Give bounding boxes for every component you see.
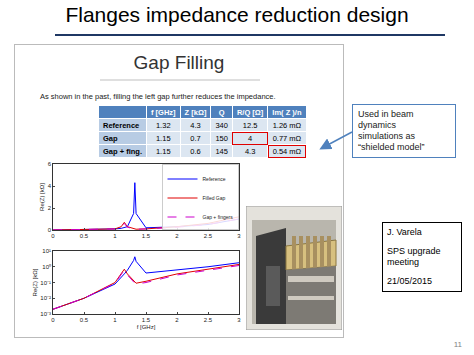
html-text:0.7: 0.7: [190, 133, 201, 143]
svg-text:0.5: 0.5: [80, 317, 89, 323]
html-text:Im( Z )/n: Im( Z )/n: [272, 107, 302, 117]
svg-text:1: 1: [113, 317, 117, 323]
html-text:150: 150: [215, 133, 228, 143]
svg-text:6: 6: [48, 161, 52, 167]
svg-text:1.5: 1.5: [142, 233, 151, 239]
svg-text:Filled Gap: Filled Gap: [203, 195, 226, 201]
svg-text:2: 2: [175, 233, 179, 239]
html-text:simulations as: simulations as: [358, 131, 415, 141]
html-text:As shown in the past, filling: As shown in the past, filling the left g…: [40, 92, 276, 101]
html-text:1.32: 1.32: [156, 120, 171, 130]
html-text:4.3: 4.3: [190, 120, 201, 130]
html-text:12.5: 12.5: [242, 120, 258, 130]
svg-text:Re(Z) [kΩ]: Re(Z) [kΩ]: [32, 268, 38, 296]
svg-text:4: 4: [48, 183, 52, 189]
html-text:dynamics: dynamics: [358, 120, 396, 130]
svg-text:1.5: 1.5: [142, 317, 151, 323]
svg-text:10⁻³: 10⁻³: [40, 311, 51, 317]
svg-text:10⁻²: 10⁻²: [40, 295, 51, 301]
svg-text:0: 0: [51, 317, 55, 323]
svg-text:Gap + fingers: Gap + fingers: [203, 214, 234, 220]
html-text:Gap Filling: Gap Filling: [133, 52, 225, 73]
svg-text:0: 0: [51, 233, 55, 239]
svg-text:2.5: 2.5: [204, 317, 213, 323]
html-text:R/Q [Ω]: R/Q [Ω]: [236, 107, 264, 117]
svg-text:Re(Z) [kΩ]: Re(Z) [kΩ]: [39, 183, 45, 211]
html-text:0.54 mΩ: 0.54 mΩ: [272, 146, 302, 156]
html-text:SPS upgrade meeting: SPS upgrade meeting: [387, 246, 441, 267]
html-text:“shielded model”: “shielded model”: [358, 142, 425, 152]
svg-text:3: 3: [237, 233, 241, 239]
svg-text:10¹: 10¹: [42, 248, 51, 254]
html-text:Gap + fing.: Gap + fing.: [103, 146, 142, 156]
svg-text:3: 3: [237, 317, 241, 323]
html-text:Reference: Reference: [103, 120, 140, 130]
html-text:0.77 mΩ: 0.77 mΩ: [272, 133, 302, 143]
html-text:21/05/2015: 21/05/2015: [387, 276, 432, 286]
html-text:J. Varela: J. Varela: [387, 227, 422, 237]
svg-text:f [GHz]: f [GHz]: [137, 324, 156, 330]
svg-text:0: 0: [48, 227, 52, 233]
html-text:Z [kΩ]: Z [kΩ]: [184, 107, 207, 117]
svg-text:2: 2: [48, 205, 52, 211]
svg-text:1: 1: [113, 233, 117, 239]
html-text:145: 145: [215, 146, 228, 156]
svg-text:10⁻¹: 10⁻¹: [40, 280, 51, 286]
html-text:Flanges impedance reduction de: Flanges impedance reduction design: [65, 3, 409, 26]
html-text:Gap: Gap: [103, 133, 118, 143]
svg-text:Reference: Reference: [203, 176, 226, 182]
html-text:0.6: 0.6: [190, 146, 201, 156]
html-text:1.26 mΩ: 1.26 mΩ: [272, 120, 302, 130]
svg-text:10⁰: 10⁰: [42, 263, 51, 270]
html-text:Q: Q: [218, 107, 225, 117]
html-text:f [GHz]: f [GHz]: [151, 107, 176, 117]
html-text:340: 340: [215, 120, 228, 130]
html-text:Used in beam: Used in beam: [358, 109, 414, 119]
html-text:1.15: 1.15: [156, 133, 171, 143]
svg-text:0.5: 0.5: [80, 233, 89, 239]
html-text:4.3: 4.3: [244, 146, 256, 156]
svg-text:2.5: 2.5: [204, 233, 213, 239]
html-text:1.15: 1.15: [156, 146, 171, 156]
html-text:4: 4: [248, 133, 253, 143]
html-text:11: 11: [453, 340, 462, 349]
svg-text:2: 2: [175, 317, 179, 323]
